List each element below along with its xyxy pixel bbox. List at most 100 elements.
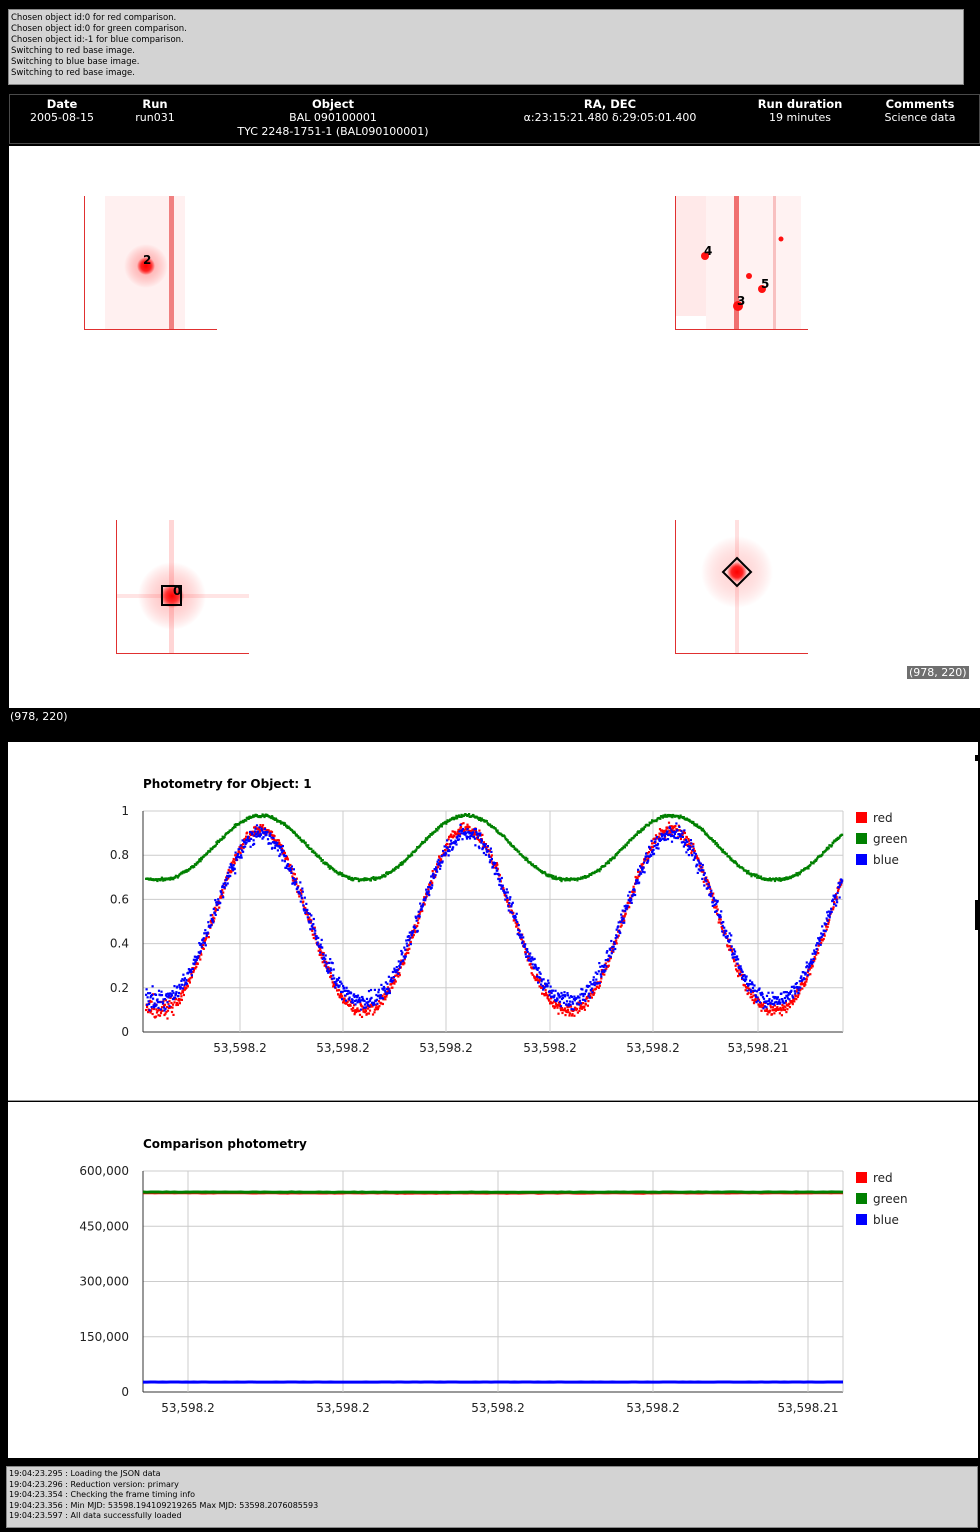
data-point-green — [773, 878, 776, 881]
data-point-blue — [302, 904, 305, 907]
star-label[interactable]: 5 — [761, 277, 770, 291]
legend-label[interactable]: blue — [873, 1213, 899, 1227]
data-point-blue — [610, 939, 613, 943]
data-point-blue — [565, 1000, 569, 1003]
data-point-blue — [540, 980, 543, 983]
star-label[interactable]: 0 — [173, 584, 182, 598]
data-point-red — [195, 965, 198, 968]
data-point-blue — [319, 943, 322, 946]
data-point-blue — [549, 985, 552, 988]
data-point-red — [706, 879, 709, 882]
data-point-blue — [736, 955, 739, 958]
target-marker[interactable] — [161, 585, 182, 606]
data-point-blue — [392, 979, 395, 982]
legend-label[interactable]: red — [873, 811, 893, 825]
data-point-red — [202, 947, 205, 950]
legend-label[interactable]: blue — [873, 853, 899, 867]
data-point-blue — [776, 996, 779, 999]
comparison-marker[interactable] — [721, 556, 753, 588]
data-point-green — [647, 824, 650, 827]
star-label[interactable]: 2 — [143, 253, 152, 267]
data-point-blue — [376, 1002, 379, 1005]
data-point-blue — [573, 995, 576, 998]
data-point-blue — [174, 992, 177, 995]
data-point-red — [794, 994, 797, 998]
legend-label[interactable]: red — [873, 1171, 893, 1185]
data-point-blue — [703, 884, 706, 887]
data-point-red — [232, 857, 235, 861]
data-point-blue — [501, 884, 504, 887]
data-point-blue — [470, 834, 473, 838]
data-point-red — [400, 959, 403, 962]
comparison-chart[interactable]: Comparison photometry 0150,000300,000450… — [8, 1102, 978, 1458]
data-point-blue — [231, 867, 234, 870]
data-point-blue — [483, 845, 486, 848]
data-point-green — [455, 814, 458, 817]
ccd-frame-top-right[interactable]: 4 5 3 — [675, 196, 808, 330]
data-point-blue — [384, 981, 387, 984]
legend-label[interactable]: green — [873, 1192, 908, 1206]
data-point-red — [178, 999, 181, 1002]
data-point-blue — [700, 866, 703, 869]
ccd-image-panel[interactable]: 2 4 5 3 0 — [9, 146, 980, 708]
data-point-green — [630, 839, 633, 842]
ccd-frame-top-left[interactable]: 2 — [84, 196, 217, 330]
data-point-red — [377, 1000, 380, 1003]
data-point-blue — [182, 979, 185, 982]
data-point-blue — [180, 983, 183, 986]
data-point-red — [645, 858, 648, 861]
data-point-blue — [431, 884, 434, 887]
ccd-frame-bottom-right[interactable] — [675, 520, 808, 654]
data-point-blue — [421, 904, 424, 907]
photometry-chart[interactable]: Photometry for Object: 1 00.20.40.60.81 … — [8, 742, 978, 1100]
data-point-blue — [475, 831, 478, 834]
data-point-blue — [204, 929, 207, 932]
star-label[interactable]: 4 — [704, 244, 713, 258]
data-point-green — [457, 814, 461, 817]
data-point-blue — [177, 991, 180, 995]
data-point-blue — [312, 923, 315, 926]
data-point-blue — [181, 978, 184, 981]
data-point-blue — [471, 831, 475, 834]
data-point-green — [327, 865, 330, 868]
data-point-green — [275, 818, 278, 821]
data-point-green — [639, 831, 642, 834]
data-point-blue — [256, 832, 259, 835]
log-line: Chosen object id:0 for red comparison. — [11, 13, 177, 23]
data-point-green — [512, 845, 516, 849]
data-point-blue — [637, 868, 640, 871]
data-point-red — [561, 1011, 564, 1015]
data-point-green — [530, 862, 533, 865]
data-point-green — [385, 871, 388, 874]
data-point-green — [710, 837, 713, 840]
data-point-blue — [286, 863, 289, 866]
data-point-green — [604, 864, 607, 867]
data-point-blue — [201, 938, 204, 941]
data-point-red — [687, 838, 690, 841]
data-point-blue — [620, 913, 623, 916]
data-point-blue — [723, 931, 726, 934]
data-point-blue — [554, 989, 557, 992]
data-point-blue — [790, 989, 793, 992]
data-point-blue — [666, 838, 670, 841]
data-point-blue — [696, 871, 699, 874]
data-point-green — [338, 871, 341, 874]
data-point-red — [783, 1008, 786, 1012]
data-point-blue — [543, 986, 546, 989]
data-point-blue — [157, 1006, 160, 1009]
data-point-blue — [575, 997, 578, 1000]
legend-label[interactable]: green — [873, 832, 908, 846]
data-point-blue — [300, 896, 303, 900]
data-point-red — [670, 825, 673, 828]
data-point-blue — [302, 908, 305, 911]
data-point-red — [514, 921, 517, 924]
data-point-green — [728, 855, 731, 858]
data-point-blue — [255, 835, 258, 838]
data-point-red — [353, 1004, 356, 1007]
data-point-blue — [576, 1002, 579, 1005]
star-label[interactable]: 3 — [737, 294, 746, 308]
data-point-red — [234, 854, 237, 857]
data-point-green — [263, 815, 266, 819]
ccd-frame-bottom-left[interactable]: 0 — [116, 520, 249, 654]
data-point-green — [477, 816, 480, 820]
